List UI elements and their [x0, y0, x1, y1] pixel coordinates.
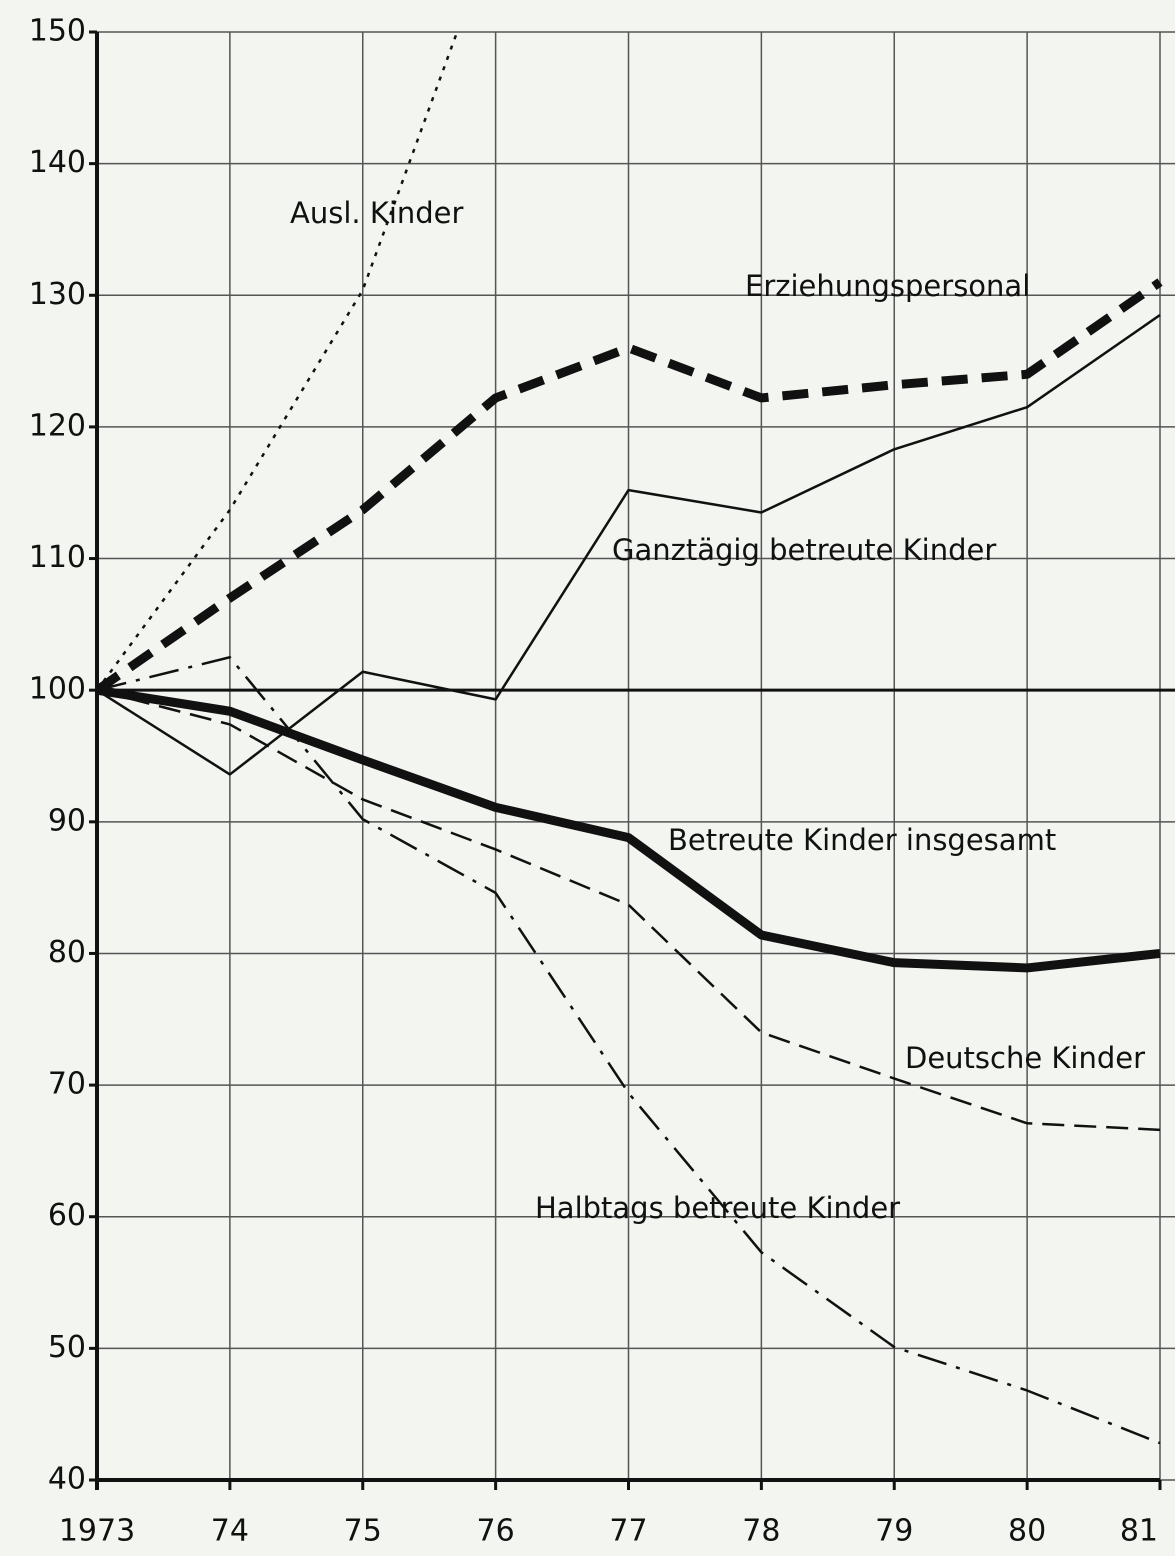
series-line: [97, 32, 459, 691]
y-tick-label: 80: [48, 935, 86, 970]
y-tick-label: 90: [48, 803, 86, 838]
x-tick-label: 80: [1008, 1514, 1046, 1549]
y-tick-label: 50: [48, 1330, 86, 1365]
series-line: [97, 685, 1161, 973]
y-tick-label: 120: [29, 408, 86, 443]
y-tick-label: 100: [29, 672, 86, 707]
y-tick-label: 60: [48, 1198, 86, 1233]
x-tick-label: 81: [1120, 1514, 1158, 1549]
x-tick-label: 76: [477, 1514, 515, 1549]
y-tick-label: 70: [48, 1067, 86, 1102]
y-tick-label: 130: [29, 277, 86, 312]
series-label: Ausl. Kinder: [290, 196, 464, 230]
series-line: [97, 278, 1163, 694]
x-tick-label: 79: [875, 1514, 913, 1549]
series-label: Ganztägig betreute Kinder: [612, 533, 996, 567]
y-tick-label: 150: [29, 14, 86, 49]
series-line: [97, 656, 1161, 1445]
x-tick-label: 1973: [59, 1514, 135, 1549]
series-label: Deutsche Kinder: [905, 1041, 1145, 1075]
x-tick-label: 75: [344, 1514, 382, 1549]
series-label: Erziehungspersonal: [745, 269, 1030, 303]
series-line: [97, 688, 1161, 1132]
y-tick-label: 110: [29, 540, 86, 575]
series-label: Halbtags betreute Kinder: [535, 1191, 900, 1225]
series-label: Betreute Kinder insgesamt: [668, 823, 1056, 857]
y-tick-label: 40: [48, 1462, 86, 1497]
x-tick-label: 74: [211, 1514, 249, 1549]
y-tick-label: 140: [29, 145, 86, 180]
series-line: [97, 313, 1161, 776]
x-tick-label: 78: [742, 1514, 780, 1549]
x-tick-label: 77: [609, 1514, 647, 1549]
